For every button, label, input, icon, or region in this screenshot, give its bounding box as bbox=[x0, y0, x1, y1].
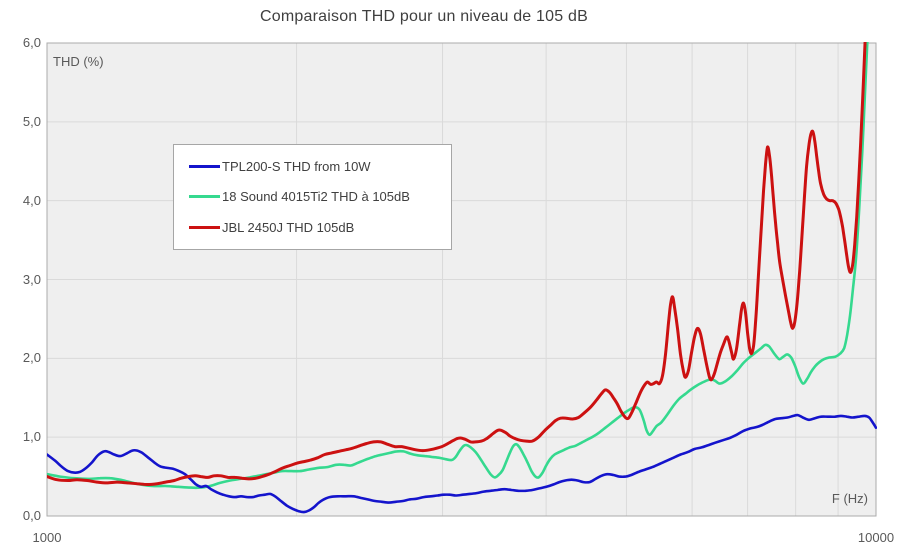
legend-label: JBL 2450J THD 105dB bbox=[222, 220, 355, 236]
y-tick-label: 4,0 bbox=[22, 192, 41, 208]
series-line-0 bbox=[47, 42, 869, 490]
series-line-2 bbox=[47, 42, 867, 486]
legend-line-swatch-red bbox=[189, 226, 220, 230]
legend-line-swatch-green bbox=[189, 195, 220, 199]
legend-line-swatch-blue bbox=[189, 164, 220, 168]
x-tick-label: 1000 bbox=[32, 530, 62, 545]
y-tick-label: 3,0 bbox=[22, 271, 41, 287]
y-tick-label: 0,0 bbox=[22, 508, 41, 523]
x-tick-label: 10000 bbox=[857, 530, 895, 545]
y-axis-unit-label: THD (%) bbox=[53, 54, 104, 69]
legend-label: TPL200-S THD from 10W bbox=[222, 158, 371, 174]
legend-item-tpl200s: TPL200-S THD from 10W bbox=[189, 159, 451, 174]
legend: TPL200-S THD from 10W 18 Sound 4015Ti2 T… bbox=[173, 144, 452, 250]
legend-item-jbl: JBL 2450J THD 105dB bbox=[189, 220, 451, 235]
y-tick-label: 1,0 bbox=[22, 429, 41, 445]
legend-item-18sound: 18 Sound 4015Ti2 THD à 105dB bbox=[189, 189, 451, 204]
y-tick-label: 5,0 bbox=[22, 113, 41, 129]
y-tick-label: 6,0 bbox=[22, 35, 41, 50]
x-axis-unit-label: F (Hz) bbox=[831, 491, 868, 506]
chart-title: Comparaison THD pour un niveau de 105 dB bbox=[260, 8, 588, 25]
series-line-1 bbox=[47, 413, 877, 514]
y-tick-label: 2,0 bbox=[22, 350, 41, 366]
legend-label: 18 Sound 4015Ti2 THD à 105dB bbox=[222, 189, 410, 205]
